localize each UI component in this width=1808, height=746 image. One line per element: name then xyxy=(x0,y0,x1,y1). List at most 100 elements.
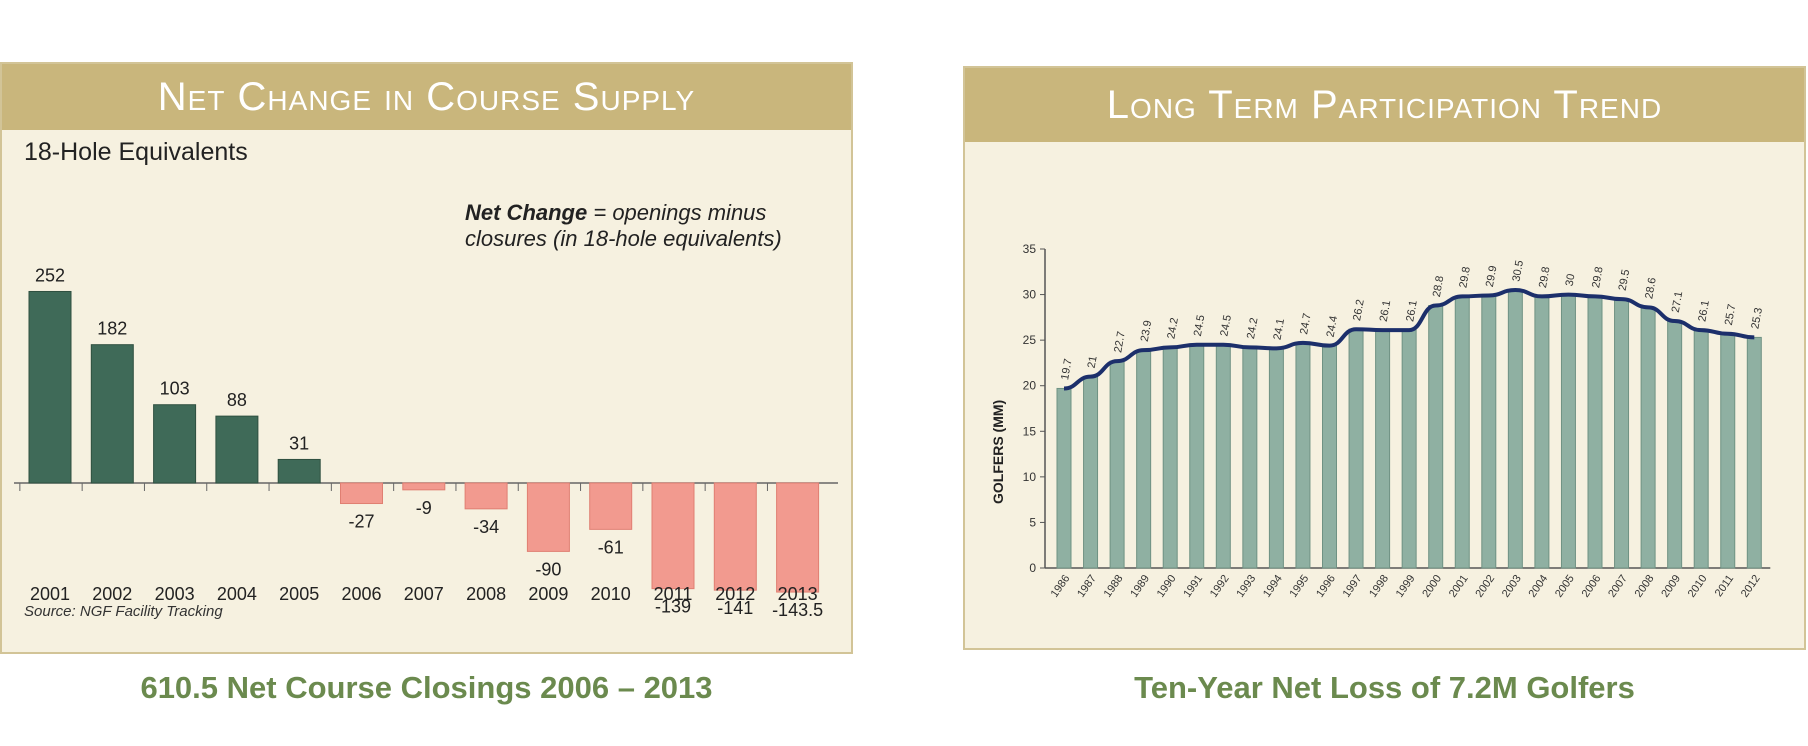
participation-bar-2006 xyxy=(1587,295,1603,569)
participation-chart-title: Long Term Participation Trend xyxy=(965,68,1804,142)
participation-value-label: 24.1 xyxy=(1272,318,1288,341)
participation-x-tick-label: 1994 xyxy=(1261,573,1285,600)
participation-y-tick-label: 5 xyxy=(1029,515,1036,529)
net-change-bar-2003 xyxy=(153,404,197,484)
net-change-chart-panel: Net Change in Course Supply 18-Hole Equi… xyxy=(0,62,853,654)
participation-value-label: 26.1 xyxy=(1404,299,1420,322)
net-change-value-label: -90 xyxy=(535,559,561,579)
net-change-category-label: 2007 xyxy=(404,584,444,604)
participation-x-tick-label: 2007 xyxy=(1606,573,1630,600)
net-change-category-label: 2013 xyxy=(778,584,818,604)
net-change-value-label: 88 xyxy=(227,390,247,410)
net-change-category-label: 2011 xyxy=(654,584,693,604)
participation-y-tick-label: 25 xyxy=(1023,333,1037,347)
participation-bar-1988 xyxy=(1109,360,1125,569)
participation-bar-2000 xyxy=(1428,305,1444,569)
participation-value-label: 25.7 xyxy=(1723,303,1739,326)
participation-x-tick-label: 1993 xyxy=(1234,573,1258,600)
net-change-chart: 18-Hole Equivalents Net Change = opening… xyxy=(14,138,838,620)
net-change-category-label: 2009 xyxy=(528,584,568,604)
participation-value-label: 24.2 xyxy=(1165,317,1181,340)
net-change-bar-2007 xyxy=(402,482,446,491)
participation-x-tick-label: 1986 xyxy=(1049,573,1073,600)
participation-bar-1995 xyxy=(1295,342,1311,569)
participation-bar-1986 xyxy=(1056,387,1072,569)
participation-x-tick-label: 1995 xyxy=(1288,573,1312,600)
net-change-value-label: 31 xyxy=(289,433,309,453)
net-change-chart-title: Net Change in Course Supply xyxy=(2,64,851,130)
participation-x-tick-label: 1999 xyxy=(1394,573,1418,600)
participation-y-tick-label: 30 xyxy=(1023,288,1037,302)
participation-value-label: 29.9 xyxy=(1484,265,1500,288)
participation-bar-1987 xyxy=(1083,376,1099,569)
net-change-category-label: 2012 xyxy=(715,584,755,604)
participation-x-tick-label: 1990 xyxy=(1155,573,1179,600)
net-change-bar-2008 xyxy=(464,482,508,510)
participation-bar-2012 xyxy=(1746,336,1762,569)
net-change-category-label: 2010 xyxy=(591,584,631,604)
participation-bar-2011 xyxy=(1720,333,1736,569)
net-change-value-label: 103 xyxy=(160,379,190,399)
net-change-value-label: -27 xyxy=(348,512,374,532)
participation-value-label: 30.5 xyxy=(1510,259,1526,282)
participation-x-tick-label: 2002 xyxy=(1473,573,1497,600)
participation-x-tick-label: 2012 xyxy=(1739,573,1763,600)
net-change-bar-2004 xyxy=(215,415,259,484)
net-change-category-label: 2001 xyxy=(30,584,70,604)
participation-bar-1992 xyxy=(1215,344,1231,569)
participation-chart: GOLFERS (MM) 0 5 10 15 20 25 30 35 19.7 1986 21 198… xyxy=(990,242,1771,600)
net-change-bar-2010 xyxy=(589,482,633,530)
net-change-category-label: 2004 xyxy=(217,584,257,604)
participation-y-axis-label: GOLFERS (MM) xyxy=(990,400,1006,504)
participation-value-label: 24.7 xyxy=(1298,312,1314,335)
participation-value-label: 24.5 xyxy=(1218,314,1234,337)
participation-value-label: 29.5 xyxy=(1617,268,1633,291)
participation-value-label: 27.1 xyxy=(1670,290,1686,313)
participation-bar-2002 xyxy=(1481,294,1497,569)
participation-bar-2004 xyxy=(1534,295,1550,569)
participation-value-label: 29.8 xyxy=(1457,266,1473,289)
participation-y-tick-label: 20 xyxy=(1023,379,1037,393)
participation-x-tick-label: 2006 xyxy=(1580,573,1604,600)
net-change-bar-2011 xyxy=(651,482,695,590)
participation-value-label: 30 xyxy=(1564,273,1578,287)
participation-bar-1997 xyxy=(1348,328,1364,569)
participation-value-label: 26.1 xyxy=(1696,299,1712,322)
participation-value-label: 28.6 xyxy=(1643,277,1659,300)
participation-bar-1998 xyxy=(1375,329,1391,569)
participation-x-tick-label: 1998 xyxy=(1367,573,1391,600)
net-change-bar-2013 xyxy=(776,482,820,593)
participation-bar-2010 xyxy=(1693,329,1709,569)
participation-x-tick-label: 2000 xyxy=(1420,573,1444,600)
net-change-note-bold: Net Change xyxy=(465,200,587,225)
participation-bar-2003 xyxy=(1507,289,1523,569)
participation-value-label: 25.3 xyxy=(1749,307,1765,330)
net-change-value-label: -143.5 xyxy=(772,600,823,620)
participation-y-tick-label: 0 xyxy=(1029,561,1036,575)
net-change-bar-2001 xyxy=(28,290,72,484)
participation-x-tick-label: 1996 xyxy=(1314,573,1338,600)
participation-bar-1996 xyxy=(1322,345,1337,569)
participation-value-label: 22.7 xyxy=(1112,330,1128,353)
net-change-note-line1: Net Change = openings minus xyxy=(465,200,766,225)
participation-y-tick-label: 15 xyxy=(1023,424,1037,438)
net-change-value-label: 252 xyxy=(35,265,65,285)
net-change-bar-2009 xyxy=(526,482,570,552)
participation-x-tick-label: 2001 xyxy=(1447,573,1471,600)
participation-value-label: 26.2 xyxy=(1351,299,1367,322)
net-change-note-line2: closures (in 18-hole equivalents) xyxy=(465,226,782,251)
participation-x-tick-label: 1992 xyxy=(1208,573,1232,600)
participation-x-tick-label: 1991 xyxy=(1181,573,1205,600)
net-change-bar-2006 xyxy=(340,482,383,505)
participation-x-tick-label: 1988 xyxy=(1102,573,1126,600)
net-change-bar-2002 xyxy=(90,344,134,484)
net-change-note-rest: = openings minus xyxy=(587,200,766,225)
participation-bar-1990 xyxy=(1162,346,1178,569)
participation-value-label: 19.7 xyxy=(1059,358,1075,381)
net-change-source: Source: NGF Facility Tracking xyxy=(24,603,223,620)
net-change-value-label: 182 xyxy=(97,319,127,339)
net-change-value-label: -141 xyxy=(717,598,753,618)
net-change-value-label: -61 xyxy=(598,537,624,557)
participation-bar-2009 xyxy=(1667,320,1683,569)
net-change-value-label: -34 xyxy=(473,517,499,537)
